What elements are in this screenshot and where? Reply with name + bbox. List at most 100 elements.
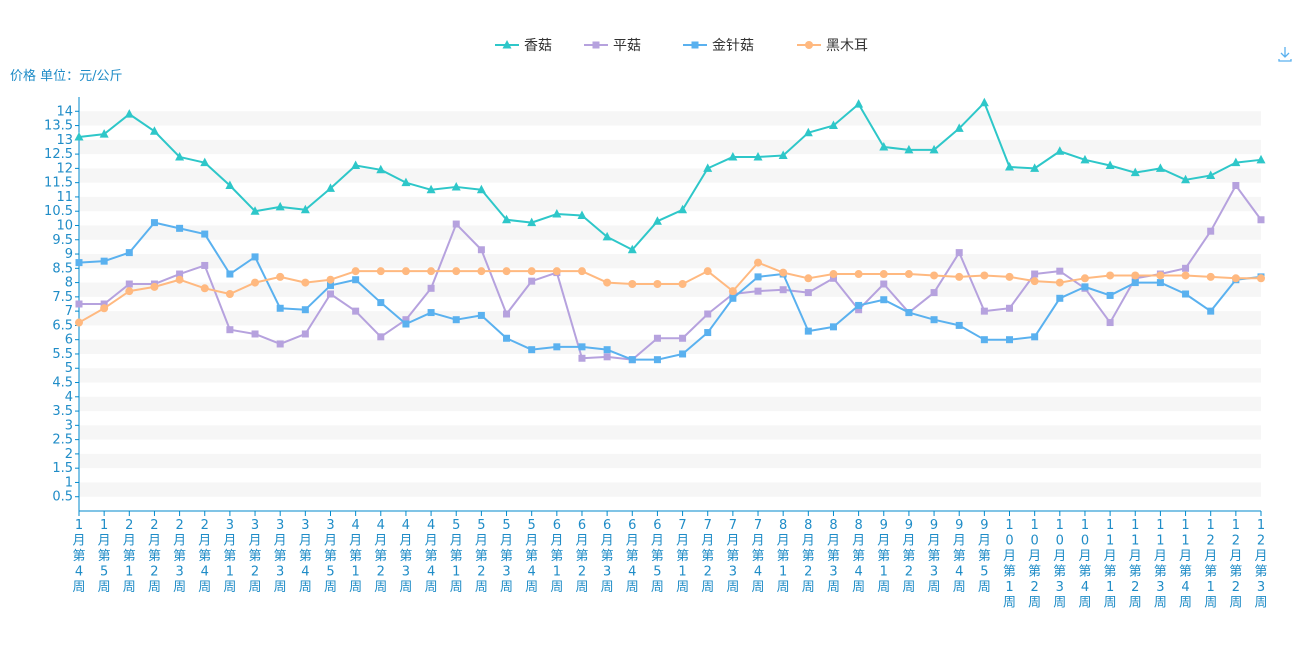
- data-point[interactable]: [955, 249, 963, 257]
- data-point[interactable]: [704, 329, 712, 337]
- data-point[interactable]: [1155, 163, 1165, 172]
- data-point[interactable]: [502, 267, 511, 276]
- data-point[interactable]: [1256, 154, 1266, 164]
- data-point[interactable]: [603, 353, 611, 361]
- data-point[interactable]: [829, 274, 837, 282]
- data-point[interactable]: [125, 249, 133, 257]
- data-point[interactable]: [176, 224, 184, 232]
- data-point[interactable]: [325, 183, 335, 192]
- data-point[interactable]: [376, 267, 385, 276]
- data-point[interactable]: [955, 321, 963, 329]
- data-point[interactable]: [301, 278, 310, 287]
- data-point[interactable]: [1231, 274, 1240, 283]
- data-point[interactable]: [276, 304, 284, 312]
- data-point[interactable]: [1131, 271, 1140, 280]
- data-point[interactable]: [226, 326, 234, 334]
- data-point[interactable]: [528, 277, 536, 285]
- data-point[interactable]: [954, 123, 964, 132]
- data-point[interactable]: [904, 270, 913, 279]
- data-point[interactable]: [955, 272, 964, 281]
- data-point[interactable]: [1105, 160, 1115, 170]
- data-point[interactable]: [1106, 291, 1114, 299]
- data-point[interactable]: [225, 290, 234, 299]
- data-point[interactable]: [1207, 227, 1215, 235]
- data-point[interactable]: [100, 300, 108, 308]
- data-point[interactable]: [979, 97, 989, 107]
- data-point[interactable]: [250, 206, 260, 215]
- data-point[interactable]: [276, 272, 285, 281]
- data-point[interactable]: [100, 304, 109, 313]
- data-point[interactable]: [1156, 279, 1164, 287]
- data-point[interactable]: [577, 210, 587, 219]
- data-point[interactable]: [300, 204, 310, 214]
- data-point[interactable]: [1006, 304, 1014, 312]
- data-point[interactable]: [427, 284, 435, 292]
- data-point[interactable]: [150, 219, 158, 227]
- data-point[interactable]: [729, 294, 737, 302]
- data-point[interactable]: [149, 126, 159, 135]
- data-point[interactable]: [276, 340, 284, 348]
- legend-marker[interactable]: [592, 41, 600, 49]
- data-point[interactable]: [929, 144, 939, 154]
- data-point[interactable]: [879, 141, 889, 151]
- data-point[interactable]: [679, 350, 687, 358]
- data-point[interactable]: [251, 253, 259, 261]
- data-point[interactable]: [1106, 271, 1115, 280]
- data-point[interactable]: [527, 217, 537, 227]
- data-point[interactable]: [451, 181, 461, 191]
- data-point[interactable]: [1005, 272, 1014, 281]
- data-point[interactable]: [804, 289, 812, 297]
- data-point[interactable]: [704, 310, 712, 318]
- data-point[interactable]: [452, 220, 460, 228]
- data-point[interactable]: [427, 267, 436, 276]
- data-point[interactable]: [251, 330, 259, 338]
- data-point[interactable]: [326, 281, 334, 289]
- data-point[interactable]: [1206, 170, 1216, 180]
- data-point[interactable]: [326, 290, 334, 298]
- legend-item[interactable]: 香菇: [495, 38, 552, 54]
- data-point[interactable]: [678, 204, 688, 214]
- data-point[interactable]: [1130, 167, 1140, 177]
- data-point[interactable]: [376, 164, 386, 174]
- legend-item[interactable]: 平菇: [584, 38, 641, 54]
- data-point[interactable]: [75, 300, 83, 308]
- data-point[interactable]: [351, 160, 361, 170]
- data-point[interactable]: [905, 309, 913, 317]
- data-point[interactable]: [1182, 264, 1190, 272]
- data-point[interactable]: [201, 230, 209, 238]
- data-point[interactable]: [452, 267, 461, 276]
- data-point[interactable]: [502, 214, 512, 224]
- data-point[interactable]: [854, 270, 863, 279]
- data-point[interactable]: [880, 280, 888, 288]
- data-point[interactable]: [728, 287, 737, 296]
- data-point[interactable]: [778, 150, 788, 160]
- data-point[interactable]: [275, 201, 285, 211]
- data-point[interactable]: [251, 278, 260, 287]
- data-point[interactable]: [1006, 336, 1014, 344]
- data-point[interactable]: [980, 271, 989, 280]
- data-point[interactable]: [553, 343, 561, 351]
- data-point[interactable]: [477, 267, 486, 276]
- data-point[interactable]: [1156, 271, 1165, 280]
- data-point[interactable]: [176, 270, 184, 278]
- data-point[interactable]: [377, 333, 385, 341]
- data-point[interactable]: [855, 301, 863, 309]
- data-point[interactable]: [528, 346, 536, 354]
- data-point[interactable]: [301, 330, 309, 338]
- data-point[interactable]: [402, 320, 410, 328]
- data-point[interactable]: [879, 270, 888, 279]
- data-point[interactable]: [326, 275, 335, 284]
- data-point[interactable]: [829, 323, 837, 331]
- data-point[interactable]: [99, 129, 109, 138]
- data-point[interactable]: [124, 109, 134, 118]
- data-point[interactable]: [1206, 272, 1215, 281]
- data-point[interactable]: [904, 144, 914, 154]
- data-point[interactable]: [1231, 157, 1241, 167]
- data-point[interactable]: [779, 268, 788, 277]
- data-point[interactable]: [1056, 267, 1064, 275]
- data-point[interactable]: [679, 334, 687, 342]
- data-point[interactable]: [728, 151, 738, 161]
- data-point[interactable]: [754, 273, 762, 281]
- data-point[interactable]: [652, 216, 662, 225]
- data-point[interactable]: [175, 275, 184, 284]
